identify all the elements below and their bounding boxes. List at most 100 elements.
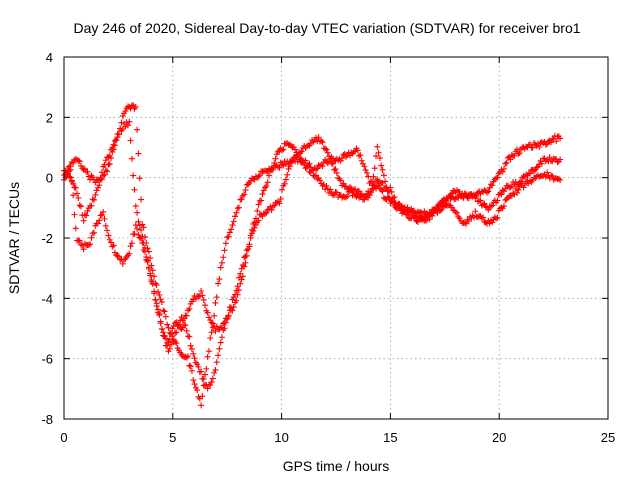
data-point	[87, 241, 94, 248]
data-point	[412, 214, 419, 221]
y-tick-label: -4	[41, 291, 53, 306]
data-point	[382, 178, 389, 185]
data-point	[391, 194, 398, 201]
y-tick-label: -2	[41, 231, 53, 246]
x-axis-label: GPS time / hours	[283, 458, 390, 474]
data-point	[327, 155, 334, 162]
data-point	[160, 332, 167, 339]
data-point	[199, 292, 206, 299]
data-point	[404, 211, 411, 218]
data-point	[113, 137, 120, 144]
data-point	[292, 146, 299, 153]
data-point	[414, 208, 421, 215]
data-point	[408, 208, 415, 215]
data-point	[187, 342, 194, 349]
data-point	[422, 214, 429, 221]
data-point	[195, 293, 202, 300]
data-point	[410, 209, 417, 216]
data-point	[265, 165, 272, 172]
data-point	[369, 178, 376, 185]
data-point	[187, 363, 194, 370]
data-point	[221, 247, 228, 254]
data-point	[384, 187, 391, 194]
data-point	[339, 155, 346, 162]
data-point	[241, 191, 248, 198]
data-point	[218, 259, 225, 266]
data-point	[303, 164, 310, 171]
data-point	[515, 150, 522, 157]
data-point	[190, 296, 197, 303]
data-point	[215, 352, 222, 359]
x-tick-label: 10	[274, 430, 288, 445]
data-point	[337, 177, 344, 184]
data-point	[477, 197, 484, 204]
data-point	[275, 148, 282, 155]
data-point	[165, 324, 172, 331]
data-point	[168, 341, 175, 348]
data-point	[135, 218, 142, 225]
data-point	[85, 173, 92, 180]
data-point	[114, 134, 121, 141]
data-point	[245, 246, 252, 253]
data-point	[327, 186, 334, 193]
data-point	[500, 203, 507, 210]
y-tick-label: 4	[46, 50, 53, 65]
data-point	[514, 189, 521, 196]
data-point	[400, 208, 407, 215]
data-point	[208, 319, 215, 326]
data-point	[237, 270, 244, 277]
data-point	[144, 258, 151, 265]
data-point	[92, 179, 99, 186]
data-point	[205, 348, 212, 355]
data-point	[121, 256, 128, 263]
data-point	[264, 179, 271, 186]
data-point	[139, 239, 146, 246]
y-tick-label: 0	[46, 171, 53, 186]
data-point	[232, 291, 239, 298]
data-point	[220, 320, 227, 327]
data-point	[157, 318, 164, 325]
data-point	[213, 323, 220, 330]
data-point	[269, 203, 276, 210]
data-point	[198, 288, 205, 295]
data-point	[141, 248, 148, 255]
data-point	[170, 336, 177, 343]
data-point	[262, 167, 269, 174]
y-axis-label: SDTVAR / TECUs	[6, 182, 22, 294]
data-point	[511, 191, 518, 198]
data-point	[63, 169, 70, 176]
data-point	[235, 287, 242, 294]
data-point	[186, 305, 193, 312]
data-point	[161, 308, 168, 315]
data-point	[536, 161, 543, 168]
data-point	[106, 236, 113, 243]
data-point	[276, 164, 283, 171]
data-point	[164, 342, 171, 349]
data-point	[230, 218, 237, 225]
data-point	[328, 159, 335, 166]
data-point	[225, 312, 232, 319]
data-point	[251, 224, 258, 231]
data-point	[108, 239, 115, 246]
data-point	[533, 164, 540, 171]
data-point	[144, 245, 151, 252]
data-point	[134, 225, 141, 232]
data-point	[187, 300, 194, 307]
data-point	[80, 217, 87, 224]
data-point	[216, 345, 223, 352]
data-point	[182, 353, 189, 360]
data-point	[235, 274, 242, 281]
data-point	[324, 149, 331, 156]
data-point	[131, 230, 138, 237]
data-point	[188, 367, 195, 374]
data-point	[106, 160, 113, 167]
data-point	[80, 246, 87, 253]
data-point	[447, 191, 454, 198]
data-point	[259, 191, 266, 198]
data-point	[213, 294, 220, 301]
data-point	[252, 221, 259, 228]
data-point	[413, 218, 420, 225]
data-point	[94, 220, 101, 227]
series-trace-2	[61, 102, 564, 409]
data-point	[318, 137, 325, 144]
